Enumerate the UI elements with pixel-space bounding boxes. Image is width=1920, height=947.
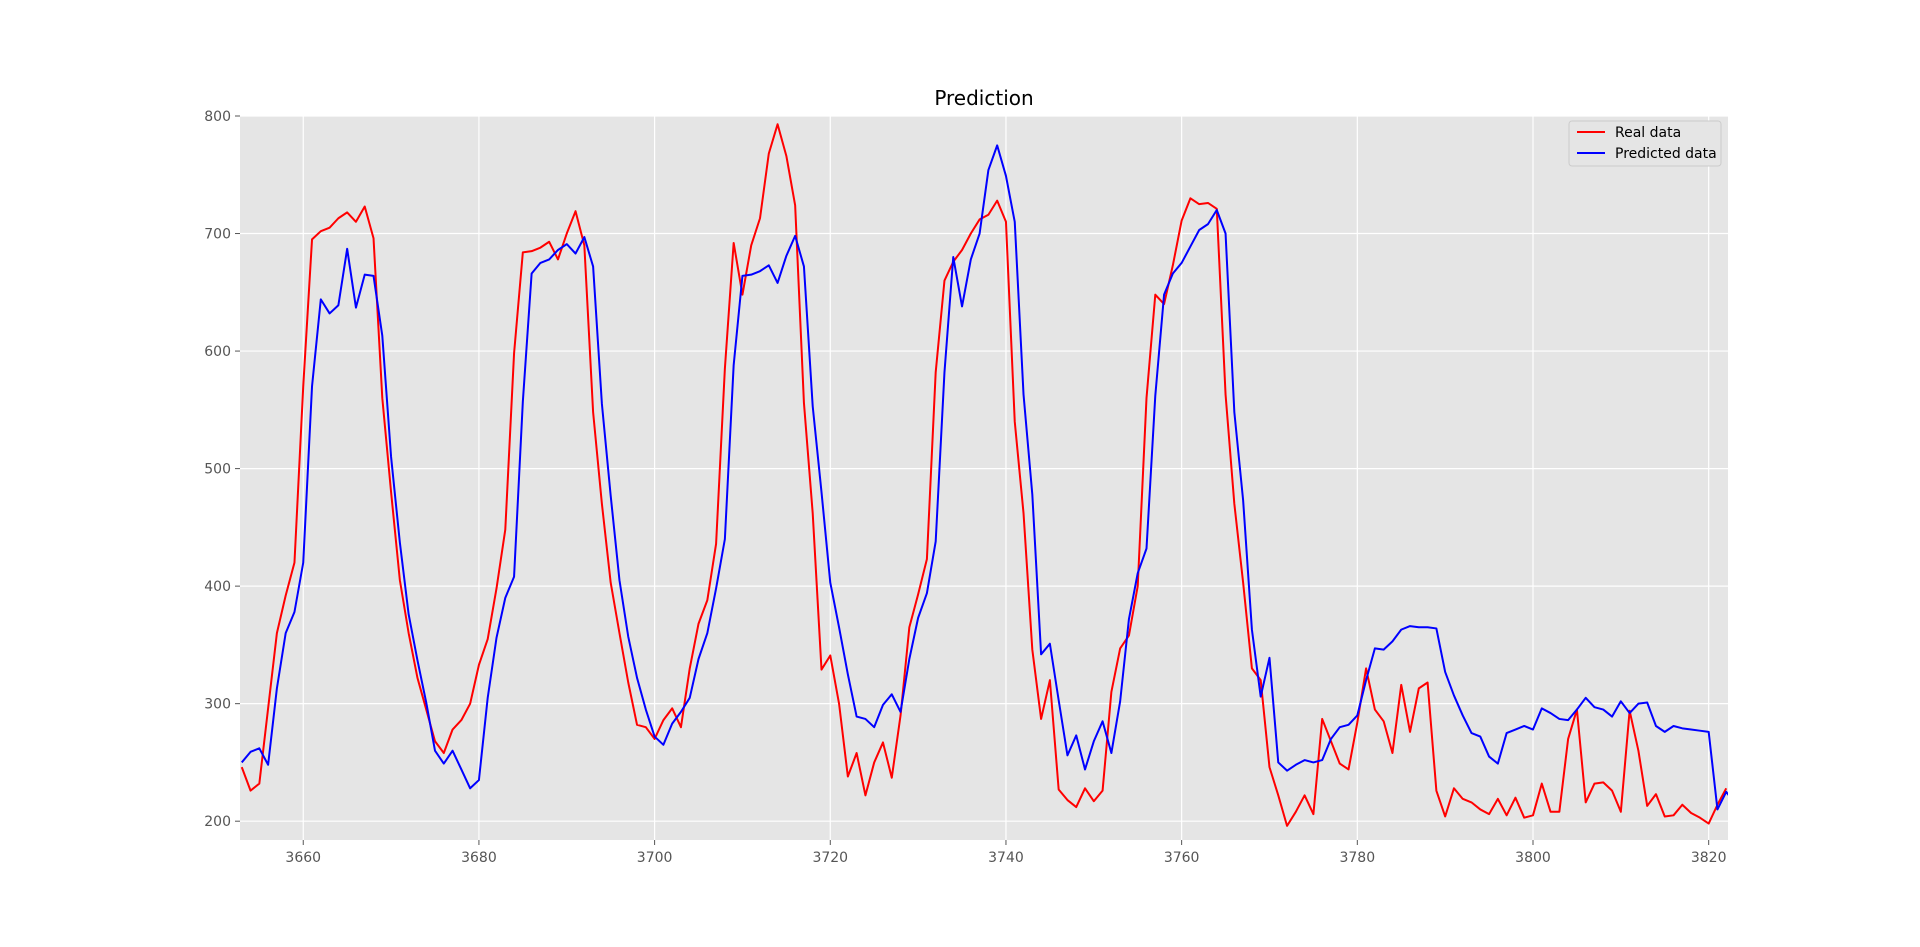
x-tick-label: 3740 <box>988 850 1024 866</box>
x-tick-label: 3800 <box>1515 850 1551 866</box>
x-tick-label: 3820 <box>1691 850 1727 866</box>
legend-label-real: Real data <box>1615 125 1681 141</box>
series-line-predicted <box>240 144 1728 811</box>
legend-box <box>1568 120 1722 167</box>
plot-background <box>240 116 1728 840</box>
x-axis-ticks: 3660 3680 3700 3720 3740 3760 3780 3800 3820 <box>285 840 1726 866</box>
chart-title: Prediction <box>934 86 1033 110</box>
y-tick-label: 400 <box>204 579 231 595</box>
y-tick-label: 600 <box>204 344 231 360</box>
y-tick-label: 300 <box>204 697 231 713</box>
y-tick-label: 800 <box>204 109 231 125</box>
series-line-real <box>240 123 1728 827</box>
x-tick-label: 3680 <box>461 850 497 866</box>
x-tick-label: 3760 <box>1164 850 1200 866</box>
x-tick-label: 3660 <box>285 850 321 866</box>
y-tick-label: 700 <box>204 227 231 243</box>
x-tick-label: 3700 <box>637 850 673 866</box>
x-tick-label: 3720 <box>812 850 848 866</box>
y-tick-label: 500 <box>204 462 231 478</box>
x-tick-label: 3780 <box>1339 850 1375 866</box>
series-lines <box>240 123 1728 827</box>
legend: Real data Predicted data <box>1568 120 1722 167</box>
y-axis-ticks: 200 300 400 500 600 700 800 <box>204 109 240 830</box>
legend-label-predicted: Predicted data <box>1615 146 1717 162</box>
y-tick-label: 200 <box>204 814 231 830</box>
